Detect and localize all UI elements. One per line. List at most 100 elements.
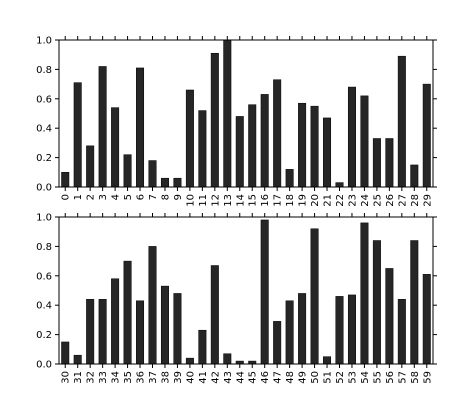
bar-22 bbox=[335, 182, 344, 188]
bar-chart-bottom: 0.0 0.2 0.4 0.6 0.8 1.0 30 31 32 33 34 35 36 37 38 39 40… bbox=[36, 213, 437, 384]
bar-32 bbox=[86, 299, 95, 365]
x-tick-label: 55 bbox=[372, 371, 383, 384]
bar-27 bbox=[397, 55, 406, 188]
x-tick-label: 23 bbox=[347, 194, 358, 207]
bar-37 bbox=[148, 246, 157, 365]
x-tick-label: 29 bbox=[422, 194, 433, 207]
bar-40 bbox=[185, 357, 194, 365]
y-tick-label: 0.2 bbox=[36, 153, 52, 164]
bar-7 bbox=[148, 160, 157, 188]
x-tick-label: 7 bbox=[148, 194, 159, 200]
bar-12 bbox=[210, 52, 219, 188]
bar-35 bbox=[123, 260, 132, 365]
plot-frame bbox=[58, 216, 434, 365]
bar-1 bbox=[73, 82, 82, 188]
bar-chart-top: 0.00.20.40.60.81.00 1 2 3 4 5 6 7 8 9 10 11 12 13 14 15… bbox=[36, 36, 437, 207]
bar-10 bbox=[185, 89, 194, 188]
x-tick-label: 49 bbox=[298, 371, 309, 384]
bar-34 bbox=[111, 278, 120, 365]
x-tick-label: 17 bbox=[273, 194, 284, 207]
bar-15 bbox=[248, 104, 257, 188]
bar-6 bbox=[136, 67, 145, 188]
x-tick-label: 12 bbox=[210, 194, 221, 207]
bar-39 bbox=[173, 293, 182, 365]
x-tick-label: 39 bbox=[173, 371, 184, 384]
x-tick-label: 34 bbox=[111, 371, 122, 384]
x-tick-label: 10 bbox=[185, 194, 196, 207]
x-tick-label: 50 bbox=[310, 371, 321, 384]
y-tick-label: 0.8 bbox=[36, 242, 52, 253]
x-tick-label: 59 bbox=[422, 371, 433, 384]
x-tick-label: 28 bbox=[410, 194, 421, 207]
y-tick-label: 0.6 bbox=[36, 271, 52, 282]
x-tick-label: 13 bbox=[223, 194, 234, 207]
x-tick-label: 19 bbox=[298, 194, 309, 207]
y-tick-label: 0.8 bbox=[36, 65, 52, 76]
bar-17 bbox=[273, 79, 282, 188]
bar-20 bbox=[310, 105, 319, 188]
bar-11 bbox=[198, 110, 207, 188]
x-tick-label: 15 bbox=[248, 194, 259, 207]
y-tick-label: 0.6 bbox=[36, 94, 52, 105]
y-tick-label: 1.0 bbox=[36, 36, 52, 47]
x-tick-label: 9 bbox=[173, 194, 184, 200]
y-tick-label: 0.0 bbox=[36, 183, 52, 194]
x-tick-label: 8 bbox=[160, 194, 171, 200]
x-tick-label: 57 bbox=[397, 371, 408, 384]
plot-frame bbox=[58, 39, 434, 188]
bar-57 bbox=[397, 299, 406, 365]
x-tick-label: 54 bbox=[360, 371, 371, 384]
x-tick-label: 3 bbox=[98, 194, 109, 200]
bar-51 bbox=[323, 356, 332, 365]
bar-24 bbox=[360, 95, 369, 188]
bar-49 bbox=[298, 293, 307, 365]
x-tick-label: 5 bbox=[123, 194, 134, 200]
x-tick-label: 25 bbox=[372, 194, 383, 207]
bar-54 bbox=[360, 222, 369, 365]
bar-19 bbox=[298, 102, 307, 188]
bar-56 bbox=[385, 268, 394, 365]
bar-41 bbox=[198, 329, 207, 365]
x-tick-label: 36 bbox=[136, 371, 147, 384]
x-tick-label: 16 bbox=[260, 194, 271, 207]
x-tick-label: 46 bbox=[260, 371, 271, 384]
x-tick-label: 53 bbox=[347, 371, 358, 384]
x-tick-label: 44 bbox=[235, 371, 246, 384]
bar-9 bbox=[173, 177, 182, 188]
bar-16 bbox=[260, 94, 269, 188]
bar-5 bbox=[123, 154, 132, 188]
bar-31 bbox=[73, 354, 82, 365]
x-tick-label: 43 bbox=[223, 371, 234, 384]
bar-23 bbox=[347, 86, 356, 188]
x-tick-label: 42 bbox=[210, 371, 221, 384]
x-tick-label: 30 bbox=[61, 371, 72, 384]
y-tick-label: 0.4 bbox=[36, 301, 52, 312]
bar-52 bbox=[335, 296, 344, 365]
x-tick-label: 2 bbox=[86, 194, 97, 200]
bar-50 bbox=[310, 228, 319, 365]
y-tick-label: 0.2 bbox=[36, 330, 52, 341]
x-tick-label: 22 bbox=[335, 194, 346, 207]
y-tick-label: 1.0 bbox=[36, 213, 52, 224]
bar-30 bbox=[61, 341, 70, 365]
x-tick-label: 24 bbox=[360, 194, 371, 207]
x-tick-label: 21 bbox=[323, 194, 334, 207]
x-tick-label: 32 bbox=[86, 371, 97, 384]
bar-38 bbox=[160, 285, 169, 365]
x-tick-label: 0 bbox=[61, 194, 72, 200]
bar-43 bbox=[223, 353, 232, 365]
x-tick-label: 37 bbox=[148, 371, 159, 384]
y-tick-label: 0.0 bbox=[36, 360, 52, 371]
bar-42 bbox=[210, 265, 219, 365]
x-tick-label: 6 bbox=[136, 194, 147, 200]
bar-18 bbox=[285, 169, 294, 188]
x-tick-label: 52 bbox=[335, 371, 346, 384]
bar-4 bbox=[111, 107, 120, 188]
x-tick-label: 18 bbox=[285, 194, 296, 207]
bar-47 bbox=[273, 321, 282, 365]
bar-25 bbox=[372, 138, 381, 188]
x-tick-label: 47 bbox=[273, 371, 284, 384]
x-tick-label: 48 bbox=[285, 371, 296, 384]
bar-28 bbox=[410, 164, 419, 188]
